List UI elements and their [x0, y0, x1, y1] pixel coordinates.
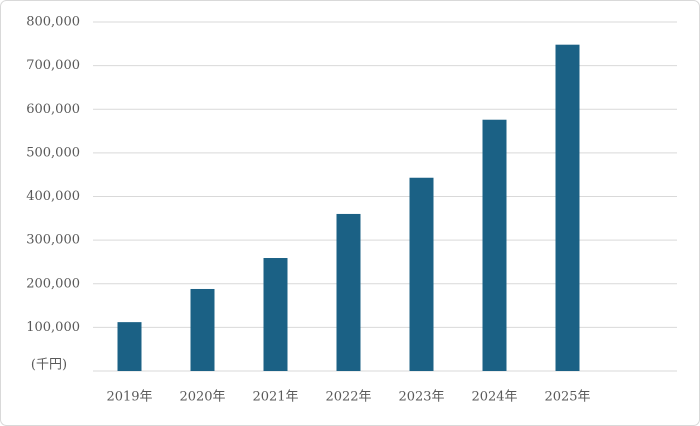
y-tick-label: 600,000 [26, 102, 80, 117]
bar [117, 322, 142, 371]
y-tick-label: 700,000 [26, 58, 80, 73]
bar [336, 213, 361, 371]
bar [263, 258, 288, 371]
x-tick-label: 2025年 [544, 390, 590, 405]
y-tick-label: 400,000 [26, 189, 80, 204]
y-tick-label: 300,000 [26, 233, 80, 248]
y-tick-label: 500,000 [26, 145, 80, 160]
y-tick-label: 800,000 [26, 15, 80, 30]
y-unit: (千円) [31, 358, 67, 373]
x-tick-label: 2022年 [325, 390, 371, 405]
x-tick-label: 2019年 [106, 390, 152, 405]
x-tick-label: 2024年 [471, 390, 517, 405]
y-tick-label: 100,000 [26, 320, 80, 335]
x-tick-label: 2020年 [179, 390, 225, 405]
bar [482, 119, 507, 371]
bar [190, 288, 215, 371]
x-tick-label: 2023年 [398, 390, 444, 405]
x-tick-label: 2021年 [252, 390, 298, 405]
y-tick-label: 200,000 [26, 276, 80, 291]
bar [409, 177, 434, 371]
bar [555, 44, 580, 372]
